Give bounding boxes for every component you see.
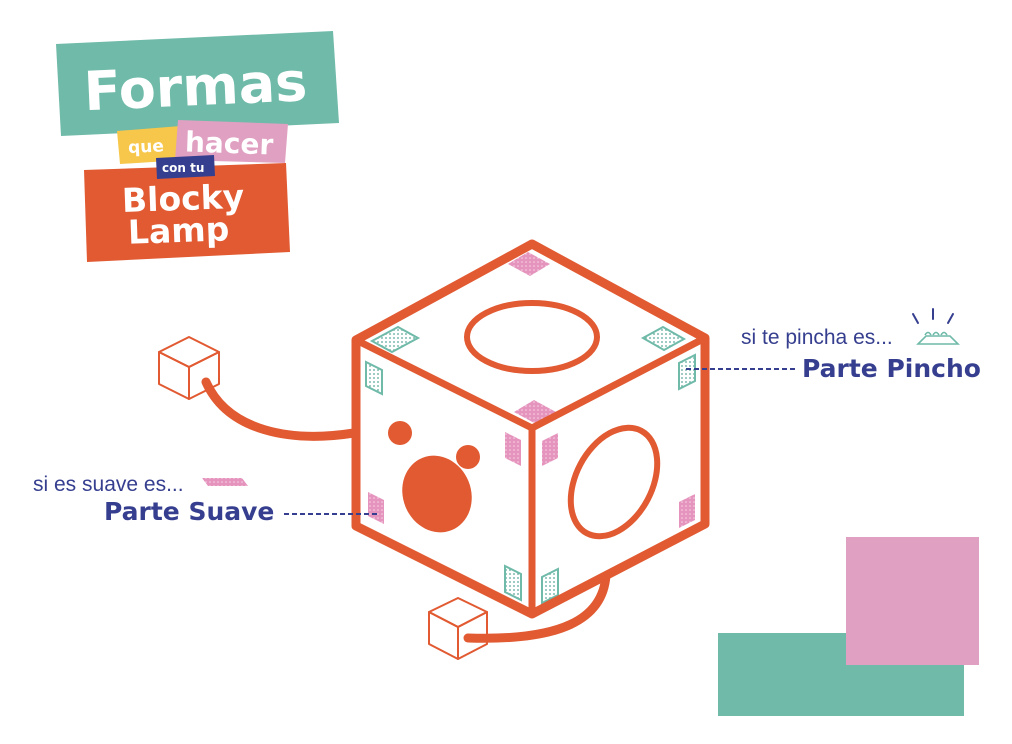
title-pink-tag: [175, 120, 288, 163]
velcro-hook-patch-icon: [678, 353, 696, 391]
soft-hint-text: si es suave es...: [33, 473, 184, 496]
velcro-loop-patch-icon: [679, 494, 695, 528]
left-face-dot: [388, 421, 412, 445]
title-hacer: hacer: [185, 125, 275, 161]
left-face-oval: [402, 455, 472, 533]
velcro-loop-patch-icon: [368, 492, 384, 524]
cord-bottom: [463, 570, 611, 643]
top-circle-hole: [464, 300, 600, 374]
title-yellow-tag: [117, 126, 184, 164]
left-face-dot: [456, 445, 480, 469]
blocky-lamp-cube: [351, 239, 710, 619]
velcro-hook-patch-icon: [369, 325, 421, 354]
spiky-hint-text: si te pincha es...: [741, 326, 893, 349]
pink-square: [846, 537, 979, 665]
velcro-hook-patch-icon: [916, 331, 960, 345]
title-lamp: Lamp: [127, 209, 230, 252]
title-blocky: Blocky: [121, 177, 244, 220]
label-soft-part: si es suave es... Parte Suave: [33, 473, 378, 526]
title-formas: Formas: [83, 50, 309, 123]
velcro-hook-patch-icon: [365, 360, 383, 396]
label-spiky-part: si te pincha es... Parte Pincho: [686, 308, 981, 383]
velcro-hook-patch-icon: [640, 325, 687, 352]
velcro-loop-patch-icon: [542, 433, 558, 466]
small-cube-icon: [158, 336, 220, 400]
velcro-loop-patch-icon: [202, 478, 248, 486]
title-orange-banner: [84, 163, 290, 262]
prick-icon: [912, 308, 954, 324]
velcro-hook-patch-icon: [541, 567, 559, 605]
soft-part-title: Parte Suave: [104, 497, 274, 526]
title-teal-banner: [56, 31, 339, 136]
title-navy-tag: [156, 155, 215, 179]
small-cube-icon: [428, 597, 488, 660]
right-face-oval-hole: [567, 424, 661, 540]
spiky-part-title: Parte Pincho: [802, 354, 981, 383]
title-block: Formas que hacer con tu Blocky Lamp: [56, 31, 339, 262]
velcro-loop-patch-icon: [508, 252, 550, 276]
velcro-hook-patch-icon: [504, 564, 522, 602]
title-con-tu: con tu: [162, 161, 204, 175]
cord-left: [201, 377, 359, 441]
title-que: que: [128, 136, 165, 158]
velcro-loop-patch-icon: [505, 432, 521, 466]
